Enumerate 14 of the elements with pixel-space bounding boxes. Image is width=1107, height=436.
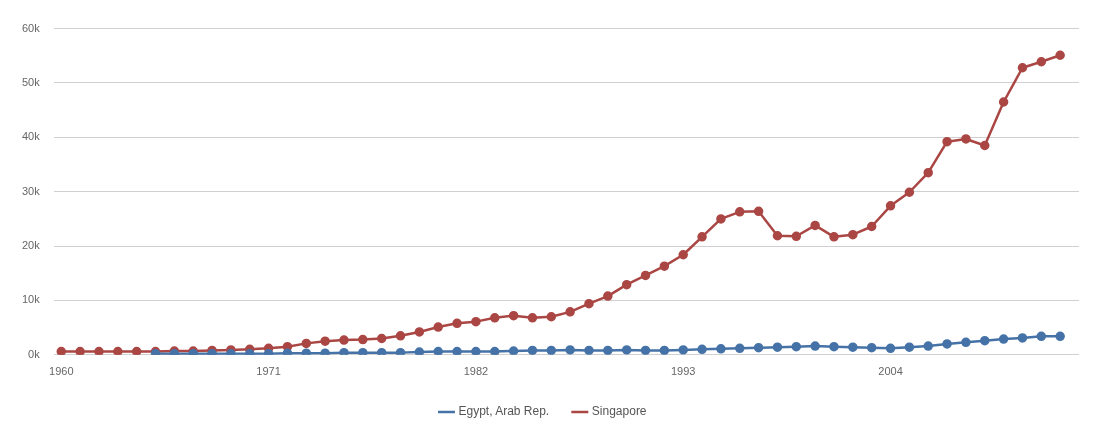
y-tick-label: 20k: [21, 239, 41, 252]
x-tick-label: 1982: [463, 365, 489, 378]
x-tick-label: 1971: [256, 365, 281, 378]
y-tick-label: 60k: [21, 21, 41, 34]
y-tick-label: 40k: [21, 130, 41, 143]
y-tick-label: 10k: [21, 293, 41, 306]
y-tick-label: 0k: [28, 347, 41, 360]
y-tick-label: 30k: [21, 184, 41, 197]
legend-label: Egypt, Arab Rep.: [458, 404, 550, 419]
legend-label: Singapore: [591, 404, 647, 419]
x-tick-label: 1993: [670, 365, 696, 378]
x-tick-label: 2004: [878, 365, 903, 378]
x-tick-label: 1960: [49, 365, 74, 378]
y-tick-label: 50k: [21, 76, 41, 88]
